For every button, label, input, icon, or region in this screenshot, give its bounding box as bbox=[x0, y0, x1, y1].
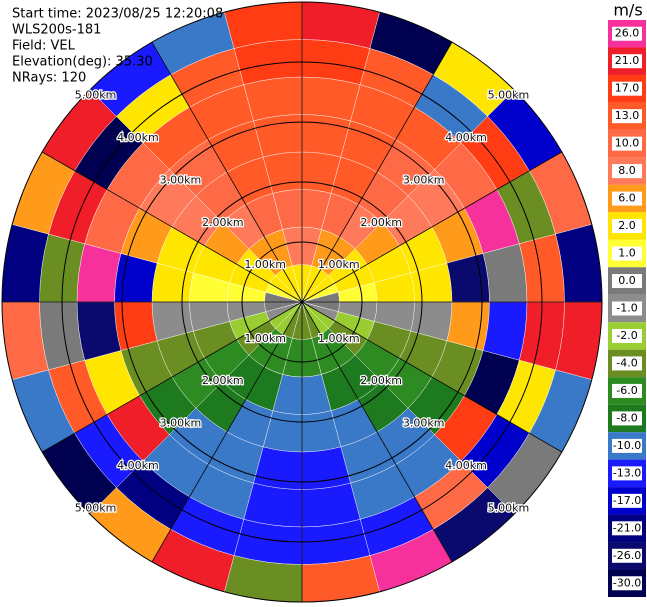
colorbar-label-bg bbox=[612, 548, 642, 563]
ring-label: 1.00km bbox=[318, 258, 360, 271]
colorbar-label-bg bbox=[612, 81, 642, 96]
ring-label: 4.00km bbox=[117, 459, 159, 472]
velocity-cell bbox=[243, 482, 303, 528]
colorbar-label: 21.0 bbox=[615, 54, 640, 67]
colorbar-label-bg bbox=[612, 466, 642, 481]
spoke bbox=[151, 301, 303, 563]
header-line: Elevation(deg): 35.30 bbox=[12, 55, 153, 70]
ring-label: 3.00km bbox=[160, 417, 202, 430]
velocity-cell bbox=[243, 76, 303, 122]
colorbar-label: 1.0 bbox=[618, 247, 636, 260]
colorbar-label: -10.0 bbox=[613, 439, 641, 452]
header-line: Start time: 2023/08/25 12:20:08 bbox=[12, 7, 223, 22]
velocity-cell bbox=[76, 243, 122, 303]
range-ring bbox=[1, 1, 603, 603]
colorbar-label-bg bbox=[612, 438, 642, 453]
colorbar-label-bg bbox=[612, 164, 642, 179]
ring-label: 2.00km bbox=[360, 216, 402, 229]
colorbar-label-bg bbox=[612, 219, 642, 234]
ring-label: 4.00km bbox=[445, 459, 487, 472]
ring-label: 5.00km bbox=[488, 501, 530, 514]
colorbar-label-bg bbox=[612, 576, 642, 591]
ring-label: 2.00km bbox=[202, 374, 244, 387]
spoke bbox=[41, 301, 303, 453]
colorbar-label-bg bbox=[612, 411, 642, 426]
colorbar-label-bg bbox=[612, 26, 642, 41]
colorbar-label: 17.0 bbox=[615, 82, 640, 95]
colorbar-label: 8.0 bbox=[618, 164, 636, 177]
spoke bbox=[301, 41, 453, 303]
colorbar-label: -1.0 bbox=[616, 302, 637, 315]
velocity-cell bbox=[76, 301, 122, 361]
ring-label: 5.00km bbox=[75, 501, 117, 514]
spoke bbox=[301, 301, 563, 453]
colorbar-label: -13.0 bbox=[613, 466, 641, 479]
colorbar-label: 10.0 bbox=[615, 137, 640, 150]
colorbar-label-bg bbox=[612, 301, 642, 316]
spoke bbox=[41, 151, 303, 303]
colorbar-label: -30.0 bbox=[613, 576, 641, 589]
spoke bbox=[301, 301, 453, 563]
colorbar: 26.0 21.0 17.0 13.0 10.0 8.0 6.0 2.0 1.0 0.0 -1.0 -… bbox=[608, 20, 646, 597]
colorbar-label: -21.0 bbox=[613, 521, 641, 534]
unit-label: m/s bbox=[613, 1, 642, 20]
ring-label: 1.00km bbox=[244, 332, 286, 345]
ring-label: 2.00km bbox=[360, 374, 402, 387]
range-ring bbox=[121, 121, 483, 483]
velocity-cell bbox=[482, 301, 528, 361]
colorbar-label-bg bbox=[612, 109, 642, 124]
ring-label: 1.00km bbox=[244, 258, 286, 271]
header-line: Field: VEL bbox=[12, 39, 76, 54]
header-line: NRays: 120 bbox=[12, 71, 86, 86]
ring-label: 3.00km bbox=[403, 417, 445, 430]
colorbar-label: 2.0 bbox=[618, 219, 636, 232]
colorbar-label-bg bbox=[612, 521, 642, 536]
range-ring bbox=[61, 61, 543, 543]
velocity-cell bbox=[301, 482, 361, 528]
colorbar-label: -2.0 bbox=[616, 329, 637, 342]
colorbar-label: -17.0 bbox=[613, 494, 641, 507]
ring-label: 3.00km bbox=[403, 173, 445, 186]
colorbar-label-bg bbox=[612, 246, 642, 261]
colorbar-label: 0.0 bbox=[618, 274, 636, 287]
colorbar-label: -4.0 bbox=[616, 356, 637, 369]
ring-label: 1.00km bbox=[318, 332, 360, 345]
colorbar-label-bg bbox=[612, 54, 642, 69]
colorbar-label: 26.0 bbox=[615, 27, 640, 40]
ring-label: 4.00km bbox=[445, 131, 487, 144]
colorbar-label-bg bbox=[612, 191, 642, 206]
colorbar-label-bg bbox=[612, 328, 642, 343]
colorbar-label: -8.0 bbox=[616, 411, 637, 424]
range-grid: 1.00km 1.00km 1.00km 1.00km 2.00km 2.00km 2.00… bbox=[1, 1, 603, 603]
spoke bbox=[301, 151, 563, 303]
colorbar-label-bg bbox=[612, 493, 642, 508]
range-ring bbox=[181, 181, 423, 423]
colorbar-label: 6.0 bbox=[618, 192, 636, 205]
velocity-field bbox=[1, 1, 603, 603]
range-ring bbox=[241, 241, 363, 363]
velocity-cell bbox=[482, 243, 528, 303]
colorbar-label-bg bbox=[612, 356, 642, 371]
colorbar-label-bg bbox=[612, 383, 642, 398]
colorbar-label: -6.0 bbox=[616, 384, 637, 397]
ring-label: 2.00km bbox=[202, 216, 244, 229]
spoke bbox=[151, 41, 303, 303]
ring-label: 5.00km bbox=[488, 89, 530, 102]
colorbar-label-bg bbox=[612, 136, 642, 151]
ring-label: 4.00km bbox=[117, 131, 159, 144]
ring-label: 3.00km bbox=[160, 173, 202, 186]
colorbar-label-bg bbox=[612, 274, 642, 289]
velocity-cell bbox=[301, 76, 361, 122]
ring-label: 5.00km bbox=[75, 89, 117, 102]
header-line: WLS200s-181 bbox=[12, 23, 101, 38]
colorbar-label: 13.0 bbox=[615, 109, 640, 122]
colorbar-label: -26.0 bbox=[613, 549, 641, 562]
